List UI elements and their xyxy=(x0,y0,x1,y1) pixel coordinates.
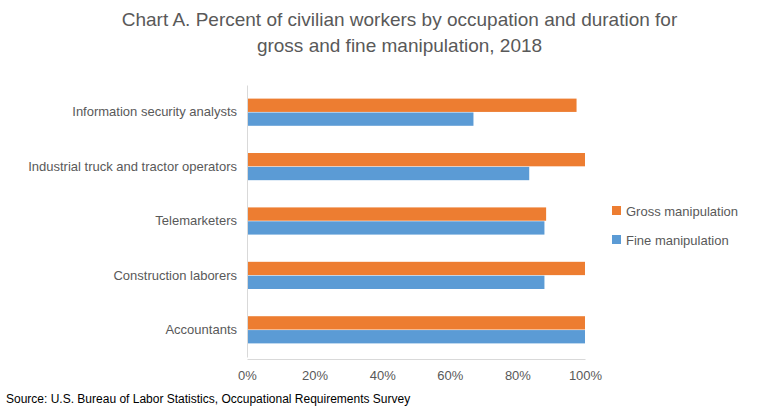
bar xyxy=(247,167,529,180)
bar xyxy=(247,316,585,329)
bar xyxy=(247,207,546,220)
y-tick-label: Telemarketers xyxy=(155,213,237,228)
y-tick: Information security analysts xyxy=(72,104,247,119)
y-tick-label: Information security analysts xyxy=(72,104,237,119)
legend: Gross manipulation Fine manipulation xyxy=(612,204,738,248)
bar xyxy=(247,276,544,289)
y-tick: Industrial truck and tractor operators xyxy=(28,159,247,174)
bar xyxy=(247,112,473,125)
y-axis-line xyxy=(247,86,248,358)
bar xyxy=(247,153,585,166)
x-tick: 0% xyxy=(238,359,257,383)
x-tick: 80% xyxy=(505,359,531,383)
legend-label: Fine manipulation xyxy=(626,233,729,248)
x-tick-label: 100% xyxy=(569,368,603,383)
chart: Chart A. Percent of civilian workers by … xyxy=(0,0,769,413)
y-tick: Construction laborers xyxy=(113,268,247,283)
x-axis: 0% 20% 40% 60% 80% 100% xyxy=(238,359,602,383)
x-axis-line xyxy=(248,359,586,360)
legend-label: Gross manipulation xyxy=(626,204,738,219)
x-tick-label: 60% xyxy=(437,368,463,383)
x-tick: 40% xyxy=(370,359,396,383)
y-tick-label: Construction laborers xyxy=(113,268,237,283)
x-tick-label: 80% xyxy=(505,368,531,383)
y-tick: Accountants xyxy=(165,322,247,337)
bar xyxy=(247,221,544,234)
bars xyxy=(247,99,585,344)
y-tick-label: Industrial truck and tractor operators xyxy=(28,159,237,174)
source: Source: U.S. Bureau of Labor Statistics,… xyxy=(6,392,410,406)
y-tick: Telemarketers xyxy=(155,213,247,228)
title-line: Chart A. Percent of civilian workers by … xyxy=(122,9,678,30)
x-tick-label: 20% xyxy=(302,368,328,383)
legend-swatch xyxy=(612,235,621,244)
x-tick-label: 40% xyxy=(370,368,396,383)
title: Chart A. Percent of civilian workers by … xyxy=(122,9,678,56)
bar xyxy=(247,262,585,275)
legend-swatch xyxy=(612,206,621,215)
x-tick: 60% xyxy=(437,359,463,383)
y-axis: Information security analysts Industrial … xyxy=(28,86,247,358)
x-tick: 100% xyxy=(569,359,603,383)
bar xyxy=(247,330,585,343)
title-line: gross and fine manipulation, 2018 xyxy=(257,35,542,56)
x-tick: 20% xyxy=(302,359,328,383)
bar xyxy=(247,99,577,112)
x-tick-label: 0% xyxy=(238,368,257,383)
y-tick-label: Accountants xyxy=(165,322,237,337)
